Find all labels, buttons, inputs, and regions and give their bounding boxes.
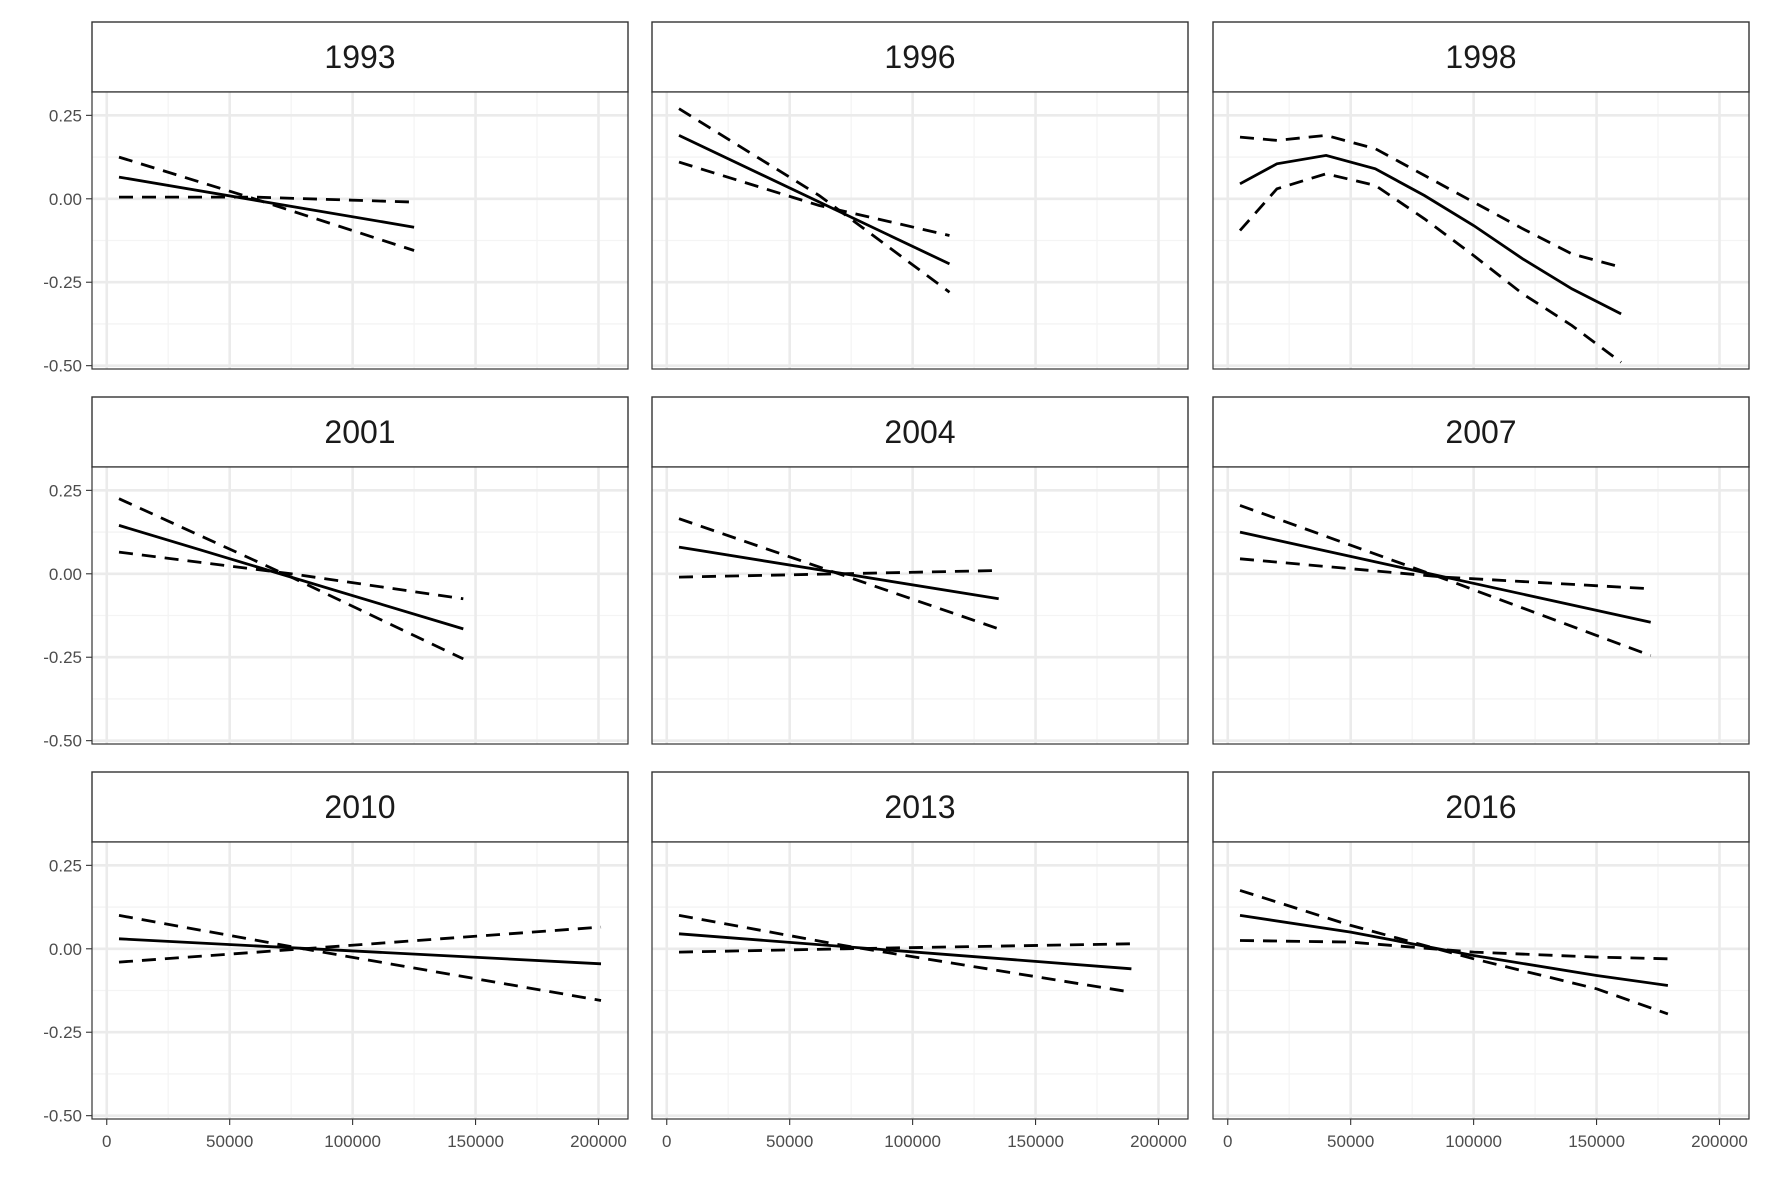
facet-panel: 2004 [651,396,1189,745]
facet-strip-label: 1998 [1445,39,1516,75]
y-tick-label: 0.25 [49,856,82,875]
fitted-line [678,932,1132,971]
facet-strip [1212,396,1750,468]
plot-panel [1213,842,1749,1119]
x-tick-label: 50000 [766,1132,813,1151]
y-tick-label: -0.25 [43,1023,82,1042]
panel-border [91,91,629,370]
fitted-line [1239,153,1622,316]
upper-bound-line [678,942,1132,954]
facet-strip [91,21,629,93]
facet-strip-label: 2013 [884,789,955,825]
x-tick-label: 50000 [206,1132,253,1151]
panel-border [1212,91,1750,370]
upper-bound-line [678,160,950,237]
plot-panel [652,842,1188,1119]
y-tick-label: 0.25 [49,106,82,125]
upper-bound-line [119,195,415,204]
facet-panel: 2010 0.25 0.00 -0.25 -0.50 0 50000 100000 150000… [43,771,629,1151]
x-tick-label: 200000 [1130,1132,1187,1151]
plot-panel [92,842,628,1119]
x-tick-label: 0 [1223,1132,1232,1151]
fitted-line [118,524,464,631]
x-tick-label: 200000 [1691,1132,1748,1151]
y-tick-label: -0.25 [43,648,82,667]
x-tick-label: 100000 [324,1132,381,1151]
y-tick-label: 0.00 [49,190,82,209]
panel-border [651,466,1189,745]
lower-bound-line [678,107,951,294]
y-tick-label: -0.25 [43,273,82,292]
x-tick-label: 0 [102,1132,111,1151]
x-tick-label: 50000 [1327,1132,1374,1151]
plot-panel [92,92,628,369]
plot-panel [652,92,1188,369]
facet-panel: 2001 0.25 0.00 -0.25 -0.50 [43,396,629,751]
upper-bound-line [1239,939,1668,961]
facet-strip-label: 2001 [324,414,395,450]
facet-strip-label: 1996 [884,39,955,75]
fitted-line [1239,914,1669,987]
y-tick-label: 0.25 [49,481,82,500]
lower-bound-line [1239,889,1669,1016]
facet-panel: 1996 [651,21,1189,370]
facet-panel: 2007 [1212,396,1750,745]
fitted-line [118,175,415,229]
fitted-line [678,545,999,601]
y-tick-label: -0.50 [43,732,82,751]
x-tick-label: 200000 [570,1132,627,1151]
panel-border [1212,841,1750,1120]
facet-strip [1212,771,1750,843]
facet-panel: 1993 0.25 0.00 -0.25 -0.50 [43,21,629,376]
lower-bound-line [1238,172,1622,364]
upper-bound-line [678,569,999,579]
facet-strip-label: 2016 [1445,789,1516,825]
facet-strip [651,21,1189,93]
panel-border [651,841,1189,1120]
y-tick-label: -0.50 [43,1107,82,1126]
panel-border [91,466,629,745]
facet-panel: 2016 0 50000 100000 150000 200000 [1212,771,1750,1151]
facet-strip [651,396,1189,468]
y-tick-label: -0.50 [43,357,82,376]
x-tick-label: 100000 [1445,1132,1502,1151]
facet-strip [91,771,629,843]
x-tick-label: 150000 [447,1132,504,1151]
facet-panel: 1998 [1212,21,1750,370]
plot-panel [1213,467,1749,744]
plot-panel [652,467,1188,744]
fitted-line [1239,530,1651,624]
facet-panel: 2013 0 50000 100000 150000 200000 [651,771,1189,1151]
x-tick-label: 100000 [884,1132,941,1151]
facet-strip-label: 2004 [884,414,955,450]
facet-strip-label: 1993 [324,39,395,75]
y-tick-label: 0.00 [49,940,82,959]
x-tick-label: 0 [662,1132,671,1151]
upper-bound-line [118,550,464,601]
fitted-line [118,937,602,966]
x-tick-label: 150000 [1568,1132,1625,1151]
lower-bound-line [1239,504,1652,657]
fitted-line [678,134,951,266]
facet-strip [91,396,629,468]
facet-strip-label: 2010 [324,789,395,825]
plot-panel [92,467,628,744]
x-tick-label: 150000 [1007,1132,1064,1151]
panel-border [1212,466,1750,745]
panel-border [91,841,629,1120]
facet-strip-label: 2007 [1445,414,1516,450]
panel-border [651,91,1189,370]
facet-strip [651,771,1189,843]
upper-bound-line [1239,133,1622,269]
y-tick-label: 0.00 [49,565,82,584]
facet-strip [1212,21,1750,93]
